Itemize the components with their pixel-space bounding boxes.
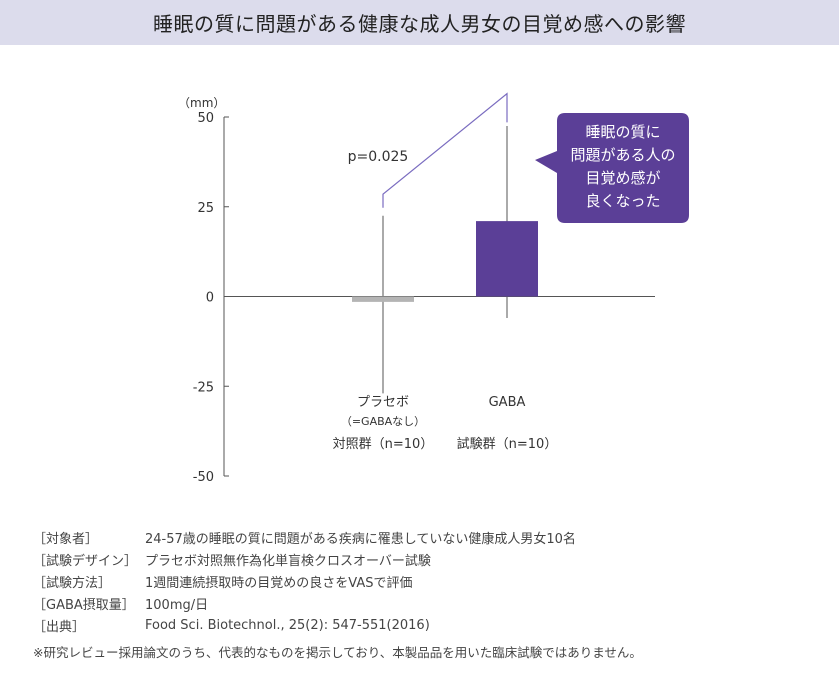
- note-label: ［出典］: [33, 619, 86, 635]
- note-label: ［試験デザイン］: [33, 553, 138, 569]
- bar-placebo: [352, 296, 414, 302]
- page-title: 睡眠の質に問題がある健康な成人男女の目覚め感への影響: [153, 12, 686, 36]
- note-value: 100mg/日: [145, 597, 209, 613]
- group-label: 対照群（n=10）: [333, 437, 434, 452]
- note-row-source: ［出典］ Food Sci. Biotechnol., 25(2): 547-5…: [33, 614, 576, 636]
- bar-gaba: [476, 221, 538, 297]
- note-row-design: ［試験デザイン］ プラセボ対照無作為化単盲検クロスオーバー試験: [33, 548, 576, 570]
- study-notes: ［対象者］ 24-57歳の睡眠の質に問題がある疾病に罹患していない健康成人男女1…: [33, 526, 576, 636]
- note-row-method: ［試験方法］ 1週間連続摂取時の目覚めの良さをVASで評価: [33, 570, 576, 592]
- note-label: ［対象者］: [33, 531, 99, 547]
- note-row-dose: ［GABA摂取量］ 100mg/日: [33, 592, 576, 614]
- title-bar: 睡眠の質に問題がある健康な成人男女の目覚め感への影響: [0, 0, 839, 45]
- y-tick-label: -25: [193, 380, 214, 395]
- bar-chart: （mm）50 25 0 -25 -50 プラセボ （=GABAなし） 対照群（n=10） GAB…: [178, 92, 689, 485]
- bar-sublabel: （=GABAなし）: [341, 415, 425, 428]
- y-unit-label: （mm）: [178, 96, 225, 110]
- note-row-subjects: ［対象者］ 24-57歳の睡眠の質に問題がある疾病に罹患していない健康成人男女1…: [33, 526, 576, 548]
- note-value: プラセボ対照無作為化単盲検クロスオーバー試験: [145, 553, 431, 569]
- callout-line: 問題がある人の: [570, 146, 675, 164]
- note-value: 1週間連続摂取時の目覚めの良さをVASで評価: [145, 575, 413, 591]
- footnote: ※研究レビュー採用論文のうち、代表的なものを掲示しており、本製品品を用いた臨床試…: [33, 645, 642, 660]
- note-label: ［GABA摂取量］: [33, 597, 135, 613]
- callout-line: 良くなった: [585, 192, 660, 210]
- note-value: 24-57歳の睡眠の質に問題がある疾病に罹患していない健康成人男女10名: [145, 531, 576, 547]
- p-value-label: p=0.025: [348, 149, 409, 165]
- callout-line: 睡眠の質に: [585, 123, 660, 141]
- bar-label: GABA: [489, 395, 526, 410]
- bar-label: プラセボ: [357, 395, 409, 410]
- y-tick-label: -50: [193, 470, 214, 485]
- note-label: ［試験方法］: [33, 575, 112, 591]
- callout-box: [535, 113, 689, 223]
- note-value: Food Sci. Biotechnol., 25(2): 547-551(20…: [145, 617, 430, 633]
- y-tick-label: 0: [206, 291, 214, 306]
- y-tick-label: 25: [197, 201, 214, 216]
- significance-bracket: [382, 92, 508, 208]
- y-tick-label: 50: [197, 111, 214, 126]
- callout-line: 目覚め感が: [585, 169, 660, 187]
- group-label: 試験群（n=10）: [457, 436, 558, 452]
